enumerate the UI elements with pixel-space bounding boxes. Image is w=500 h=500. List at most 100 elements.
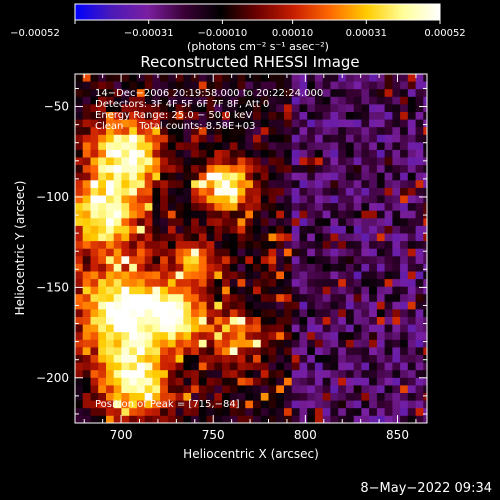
heatmap-cell xyxy=(222,393,231,402)
heatmap-cell xyxy=(144,393,153,402)
heatmap-cell xyxy=(407,225,417,235)
heatmap-cell xyxy=(98,332,107,341)
heatmap-cell xyxy=(330,233,339,242)
heatmap-cell xyxy=(144,149,153,159)
heatmap-cell xyxy=(284,241,293,250)
heatmap-cell xyxy=(361,134,370,143)
heatmap-cell xyxy=(98,256,107,265)
heatmap-cell xyxy=(183,377,192,386)
heatmap-cell xyxy=(407,271,417,280)
heatmap-cell xyxy=(268,187,277,197)
heatmap-cell xyxy=(314,393,324,402)
heatmap-cell xyxy=(345,81,355,90)
heatmap-cell xyxy=(229,332,239,341)
heatmap-cell xyxy=(198,332,208,341)
heatmap-cell xyxy=(121,271,130,280)
heatmap-cell xyxy=(322,370,331,379)
heatmap-cell xyxy=(198,89,208,98)
heatmap-cell xyxy=(407,233,417,242)
heatmap-cell xyxy=(284,393,293,402)
heatmap-cell xyxy=(98,377,107,386)
heatmap-cell xyxy=(353,233,362,242)
heatmap-cell xyxy=(338,301,347,310)
heatmap-cell xyxy=(167,195,177,204)
heatmap-cell xyxy=(160,256,169,265)
heatmap-cell xyxy=(276,286,285,295)
heatmap-cell xyxy=(113,195,122,204)
heatmap-cell xyxy=(106,294,115,303)
heatmap-cell xyxy=(284,423,292,431)
heatmap-cell xyxy=(106,271,115,280)
heatmap-cell xyxy=(98,218,107,227)
heatmap-cell xyxy=(291,408,300,417)
heatmap-cell xyxy=(191,347,200,356)
heatmap-cell xyxy=(307,256,316,265)
heatmap-cell xyxy=(90,74,99,83)
heatmap-cell xyxy=(276,89,285,98)
heatmap-cell xyxy=(260,187,270,197)
heatmap-cell xyxy=(353,408,362,417)
heatmap-cell xyxy=(345,400,355,409)
heatmap-cell xyxy=(82,408,91,417)
heatmap-cell xyxy=(291,74,300,83)
heatmap-cell xyxy=(338,317,347,326)
heatmap-cell xyxy=(113,241,122,250)
heatmap-cell xyxy=(307,187,316,197)
heatmap-cell xyxy=(245,142,254,151)
heatmap-cell xyxy=(384,119,393,128)
heatmap-cell xyxy=(222,149,231,159)
heatmap-cell xyxy=(260,203,270,212)
heatmap-cell xyxy=(152,271,161,280)
heatmap-cell xyxy=(307,415,316,423)
heatmap-cell xyxy=(384,149,393,159)
heatmap-cell xyxy=(407,180,417,189)
heatmap-cell xyxy=(353,134,362,143)
heatmap-cell xyxy=(129,81,138,90)
heatmap-cell xyxy=(237,195,246,204)
heatmap-cell xyxy=(260,415,270,423)
heatmap-cell xyxy=(276,332,285,341)
heatmap-cell xyxy=(90,347,99,356)
heatmap-cell xyxy=(400,203,409,212)
heatmap-cell xyxy=(106,309,115,318)
heatmap-cell xyxy=(198,96,208,105)
heatmap-cell xyxy=(206,89,215,98)
heatmap-cell xyxy=(214,241,223,250)
heatmap-cell xyxy=(214,142,223,151)
colorbar-unit-label: (photons cm⁻² s⁻¹ asec⁻²) xyxy=(187,40,329,53)
heatmap-cell xyxy=(400,324,409,333)
heatmap-cell xyxy=(198,225,208,235)
heatmap-cell xyxy=(299,172,308,181)
heatmap-cell xyxy=(253,165,262,174)
heatmap-cell xyxy=(98,195,107,204)
heatmap-cell xyxy=(183,355,192,364)
heatmap-cell xyxy=(82,362,91,371)
heatmap-cell xyxy=(206,119,215,128)
heatmap-cell xyxy=(376,301,386,310)
heatmap-cell xyxy=(423,241,427,250)
heatmap-cell xyxy=(345,104,355,113)
heatmap-cell xyxy=(260,233,270,242)
heatmap-cell xyxy=(222,362,231,371)
heatmap-cell xyxy=(423,195,427,204)
heatmap-cell xyxy=(82,112,91,121)
heatmap-cell xyxy=(160,165,169,174)
heatmap-cell xyxy=(284,104,293,113)
heatmap-cell xyxy=(222,263,231,273)
heatmap-cell xyxy=(183,225,192,235)
heatmap-cell xyxy=(160,112,169,121)
heatmap-cell xyxy=(361,74,370,83)
heatmap-cell xyxy=(222,127,231,136)
heatmap-cell xyxy=(322,81,331,90)
heatmap-cell xyxy=(90,180,99,189)
heatmap-cell xyxy=(206,127,215,136)
heatmap-cell xyxy=(214,203,223,212)
heatmap-cell xyxy=(90,218,99,227)
heatmap-cell xyxy=(136,377,146,386)
heatmap-cell xyxy=(330,377,339,386)
heatmap-cell xyxy=(338,165,347,174)
heatmap-cell xyxy=(330,203,339,212)
heatmap-cell xyxy=(106,279,115,288)
heatmap-cell xyxy=(245,233,254,242)
heatmap-cell xyxy=(183,187,192,197)
